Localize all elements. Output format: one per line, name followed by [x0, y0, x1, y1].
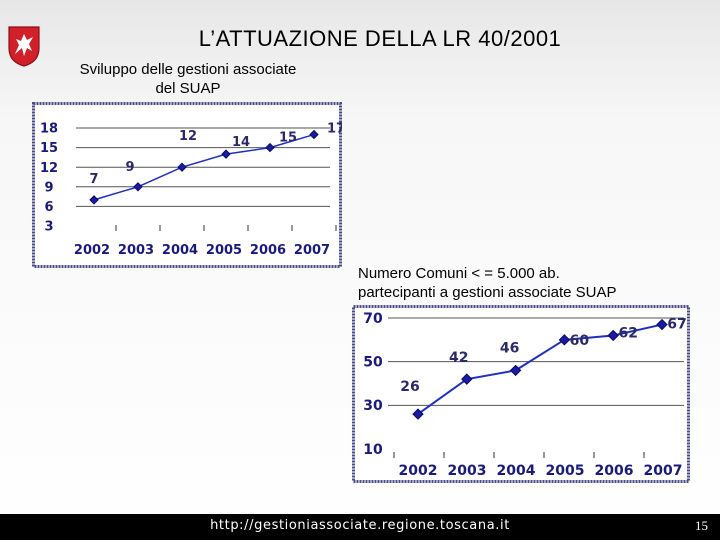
chart-comuni-svg: 70 50 30 10 2002 2003 2004 2005 2006 2007 26 42 46 60…: [352, 305, 690, 483]
x-tick-label: 2006: [595, 463, 634, 479]
data-point-marker: [133, 182, 143, 192]
y-tick-label: 18: [40, 122, 58, 137]
footer-url: http://gestioniassociate.regione.toscana…: [210, 518, 510, 533]
data-label: 46: [500, 340, 519, 356]
chart1-caption-line1: Sviluppo delle gestioni associate: [79, 61, 297, 78]
x-tick-label: 2007: [294, 243, 330, 258]
data-label: 62: [618, 325, 637, 341]
data-label: 7: [89, 172, 98, 187]
data-label: 42: [449, 350, 468, 366]
y-tick-label: 50: [363, 355, 383, 371]
data-point-marker: [89, 195, 99, 205]
x-tick-label: 2004: [497, 463, 536, 479]
y-tick-label: 10: [363, 442, 383, 458]
pegasus-crest-icon: [6, 24, 42, 68]
data-label: 60: [570, 333, 590, 349]
x-tick-label: 2004: [162, 243, 198, 258]
data-point-marker: [509, 364, 522, 377]
data-point-marker: [221, 149, 231, 159]
page-title: L’ATTUAZIONE DELLA LR 40/2001: [198, 26, 562, 51]
x-tick-label: 2005: [546, 463, 585, 479]
data-point-marker: [607, 329, 619, 342]
chart2-caption: Numero Comuni < = 5.000 ab. partecipanti…: [358, 264, 698, 302]
data-point-marker: [177, 162, 187, 172]
x-tick-label: 2007: [644, 463, 683, 479]
y-tick-label: 3: [44, 220, 53, 235]
chart-frame: [352, 305, 690, 483]
chart2-caption-line2: partecipanti a gestioni associate SUAP: [358, 284, 617, 301]
y-tick-label: 15: [40, 141, 58, 156]
chart1-caption-line2: del SUAP: [155, 80, 221, 97]
data-point-marker: [265, 142, 275, 153]
data-label: 12: [179, 129, 197, 144]
y-tick-label: 12: [40, 161, 58, 176]
x-tick-label: 2006: [250, 243, 286, 258]
y-tick-label: 70: [363, 311, 383, 327]
chart1-caption: Sviluppo delle gestioni associate del SU…: [58, 60, 318, 98]
data-point-marker: [309, 129, 319, 140]
x-tick-label: 2005: [206, 243, 242, 258]
data-label: 9: [125, 160, 134, 175]
page-number: 15: [695, 518, 708, 533]
chart2-caption-line1: Numero Comuni < = 5.000 ab.: [358, 265, 560, 282]
data-label: 14: [232, 135, 250, 150]
footer-bar: http://gestioniassociate.regione.toscana…: [0, 514, 720, 540]
y-tick-label: 30: [363, 398, 383, 414]
chart-frame: [32, 102, 342, 268]
data-label: 26: [400, 379, 419, 395]
x-tick-label: 2002: [74, 243, 110, 258]
series-line: [417, 323, 663, 415]
x-tick-label: 2003: [448, 463, 487, 479]
data-point-marker: [558, 334, 571, 346]
chart-sviluppo: 18 15 12 9 6 3 2002 2003 2004 2005 2006 2007 7 9 12 14 1…: [32, 102, 345, 268]
data-point-marker: [656, 318, 668, 331]
y-tick-label: 6: [44, 200, 53, 215]
x-tick-label: 2003: [118, 243, 154, 258]
data-label: 67: [667, 317, 686, 333]
chart-comuni: 70 50 30 10 2002 2003 2004 2005 2006 2007 26 42 46 60…: [352, 305, 690, 483]
data-point-marker: [461, 373, 473, 385]
data-label: 15: [279, 131, 297, 146]
chart-sviluppo-svg: 18 15 12 9 6 3 2002 2003 2004 2005 2006 2007 7 9 12 14 1…: [32, 102, 345, 268]
data-label: 17: [327, 122, 342, 137]
series-line: [93, 133, 315, 201]
data-point-marker: [412, 408, 424, 420]
y-tick-label: 9: [44, 180, 53, 195]
x-tick-label: 2002: [399, 463, 438, 479]
